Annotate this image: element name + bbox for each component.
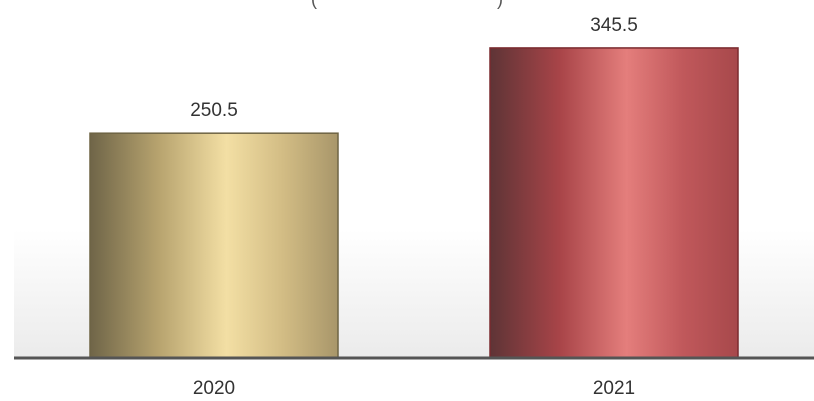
x-tick-label-2020: 2020: [193, 378, 235, 399]
x-tick-label-2021: 2021: [593, 378, 635, 399]
data-label-2021: 345.5: [590, 15, 638, 36]
chart-title-clipped: ( ): [0, 0, 814, 10]
bar-2020: [89, 132, 339, 359]
bar-2021: [489, 47, 739, 359]
data-label-2020: 250.5: [190, 100, 238, 121]
